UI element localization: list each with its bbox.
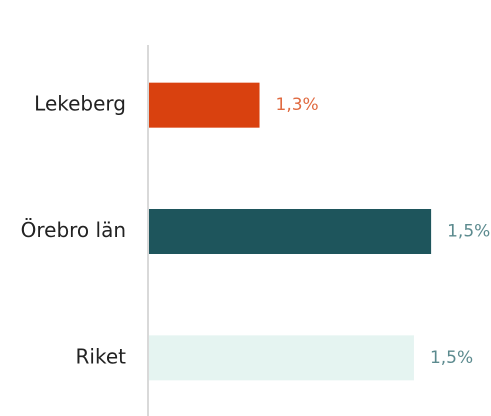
category-label: Lekeberg [34,92,126,116]
bar [149,82,260,128]
value-label: 1,5% [430,348,473,368]
value-label: 1,5% [447,222,490,242]
category-label: Riket [76,344,127,368]
bar [149,209,432,254]
category-label: Örebro län [21,218,126,242]
bar [149,335,414,381]
value-label: 1,3% [276,95,319,115]
